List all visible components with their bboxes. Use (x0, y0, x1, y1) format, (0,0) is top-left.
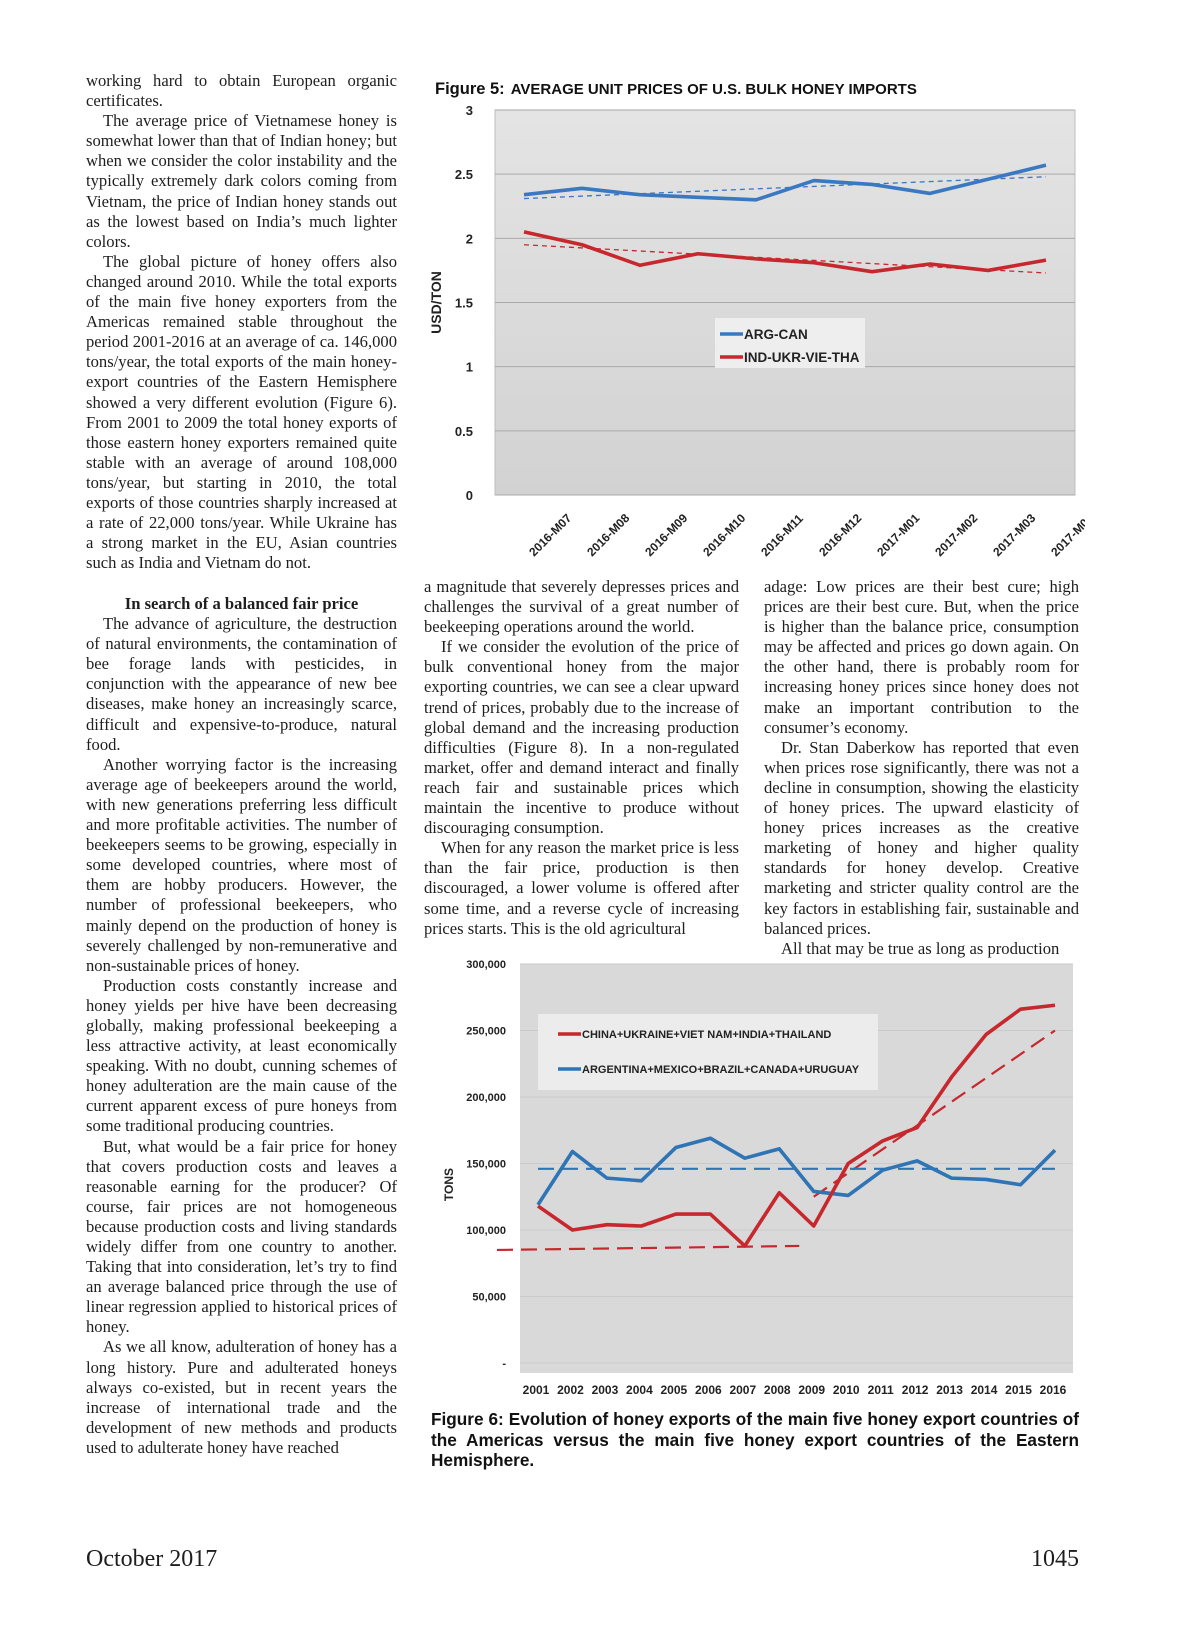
y-tick-label: 0.5 (455, 424, 473, 439)
page-number: 1045 (1031, 1546, 1079, 1572)
paragraph: If we consider the evolution of the pric… (424, 637, 739, 838)
x-tick-label: 2008 (764, 1383, 791, 1397)
left-bottom-body: The advance of agriculture, the destruct… (86, 614, 397, 1458)
paragraph: a magnitude that severely depresses pric… (424, 577, 739, 637)
x-tick-label: 2016-M10 (700, 511, 748, 559)
x-tick-label: 2017-M04 (1048, 511, 1085, 559)
x-tick-label: 2010 (833, 1383, 860, 1397)
x-tick-label: 2016-M11 (758, 511, 806, 559)
paragraph: Another worrying factor is the increasin… (86, 754, 397, 975)
y-tick-label: 2 (466, 231, 473, 246)
series-line (536, 1003, 1056, 1248)
x-tick-label: 2003 (592, 1383, 619, 1397)
y-tick-label: 200,000 (466, 1092, 506, 1104)
x-tick-label: 2016-M07 (526, 511, 574, 559)
figure6-chart: - 50,000 100,000 150,000 200,000 250,000 300,0… (442, 959, 1073, 1397)
x-tick-label: 2009 (798, 1383, 825, 1397)
x-tick-label: 2002 (557, 1383, 584, 1397)
figure6-caption: Figure 6: Evolution of honey exports of … (431, 1409, 1079, 1470)
x-tick-label: 2014 (971, 1383, 998, 1397)
paragraph: Dr. Stan Daberkow has reported that even… (764, 737, 1079, 938)
legend-label: ARG-CAN (744, 327, 808, 342)
legend-box (715, 318, 865, 368)
x-tick-label: 2015 (1005, 1383, 1032, 1397)
paragraph: The global picture of honey offers also … (86, 251, 397, 573)
x-tick-label: 2017-M03 (990, 511, 1038, 559)
x-tick-label: 2016-M08 (584, 511, 632, 559)
legend-label: ARGENTINA+MEXICO+BRAZIL+CANADA+URUGUAY (582, 1064, 860, 1076)
y-tick-label: 0 (466, 488, 473, 503)
middle-column: a magnitude that severely depresses pric… (424, 577, 739, 939)
y-axis-label: TONS (442, 1168, 456, 1201)
paragraph: working hard to obtain European organic … (86, 71, 397, 111)
x-tick-label: 2016 (1040, 1383, 1067, 1397)
paragraph: The average price of Vietnamese honey is… (86, 111, 397, 251)
x-tick-label: 2001 (523, 1383, 550, 1397)
trend-line (496, 1244, 800, 1252)
y-tick-label: 2.5 (455, 167, 473, 182)
y-tick-label: 150,000 (466, 1159, 506, 1171)
figure5-chart-title: AVERAGE UNIT PRICES OF U.S. BULK HONEY I… (510, 81, 917, 98)
x-tick-label: 2017-M02 (932, 511, 980, 559)
left-column-bottom: In search of a balanced fair price The a… (86, 594, 397, 1458)
figure5-label: Figure 5: (435, 80, 505, 98)
series-line (523, 230, 1047, 274)
x-tick-label: 2011 (868, 1383, 894, 1397)
trend-line (523, 176, 1047, 200)
y-tick-label: 250,000 (466, 1026, 506, 1038)
footer-date: October 2017 (86, 1546, 218, 1572)
x-tick-label: 2007 (729, 1383, 756, 1397)
x-tick-label: 2016-M12 (816, 511, 864, 559)
paragraph: All that may be true as long as producti… (781, 938, 1060, 958)
x-tick-label: 2006 (695, 1383, 722, 1397)
figure5-title: Figure 5: AVERAGE UNIT PRICES OF U.S. BUL… (435, 80, 917, 99)
paragraph: The advance of agriculture, the destruct… (86, 614, 397, 754)
x-tick-label: 2005 (661, 1383, 688, 1397)
y-tick-label: 100,000 (466, 1225, 506, 1237)
y-tick-label: 3 (466, 103, 473, 118)
paragraph: Production costs constantly increase and… (86, 975, 397, 1136)
section-heading: In search of a balanced fair price (124, 594, 359, 613)
y-tick-label: 300,000 (466, 959, 506, 971)
paragraph: When for any reason the market price is … (424, 838, 739, 938)
x-tick-label: 2016-M09 (642, 511, 690, 559)
y-tick-label: - (502, 1358, 506, 1370)
x-tick-label: 2017-M01 (874, 511, 922, 559)
legend-box (538, 1014, 878, 1090)
paragraph: adage: Low prices are their best cure; h… (764, 577, 1079, 737)
legend-label: CHINA+UKRAINE+VIET NAM+INDIA+THAILAND (582, 1029, 831, 1041)
x-tick-label: 2004 (626, 1383, 653, 1397)
legend-label: IND-UKR-VIE-THA (744, 350, 860, 365)
y-axis-label: USD/TON (428, 271, 444, 334)
y-tick-label: 1.5 (455, 296, 473, 311)
series-line (523, 163, 1047, 202)
x-tick-label: 2012 (902, 1383, 929, 1397)
series-line (536, 1136, 1057, 1206)
x-tick-label: 2013 (936, 1383, 963, 1397)
left-column-top: working hard to obtain European organic … (86, 71, 397, 573)
paragraph: As we all know, adulteration of honey ha… (86, 1337, 397, 1457)
right-column: adage: Low prices are their best cure; h… (764, 577, 1079, 959)
paragraph: But, what would be a fair price for hone… (86, 1136, 397, 1337)
y-tick-label: 1 (466, 360, 473, 375)
y-tick-label: 50,000 (472, 1292, 506, 1304)
